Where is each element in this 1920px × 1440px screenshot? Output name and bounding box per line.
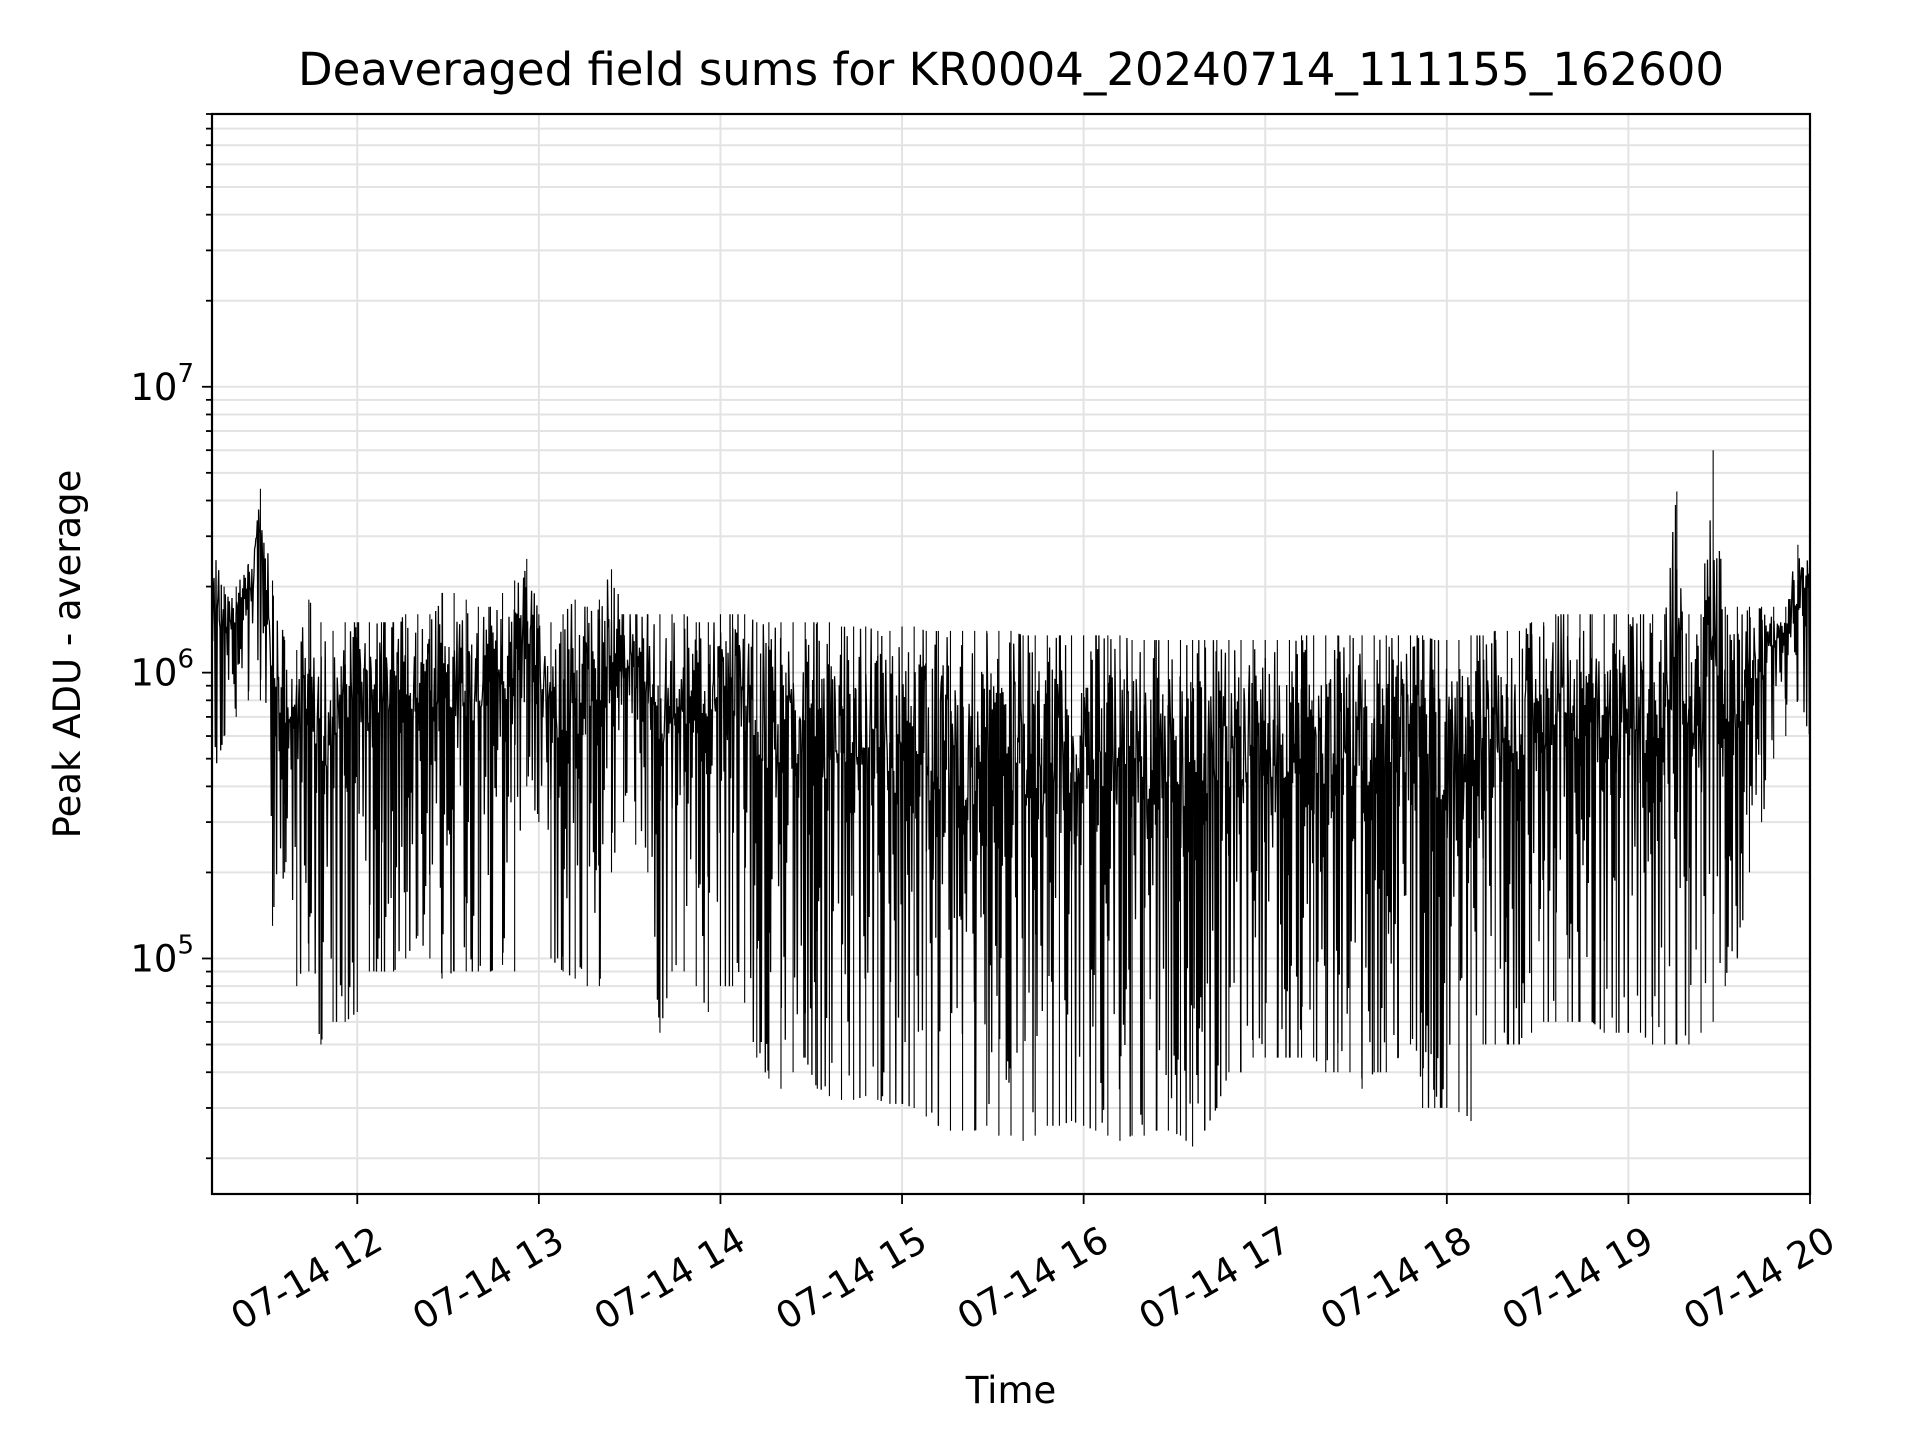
x-axis-label: Time xyxy=(965,1369,1057,1412)
y-tick-label: 107 xyxy=(130,359,194,409)
data-layer xyxy=(211,450,1811,1147)
plot-frame xyxy=(210,112,1812,1196)
y-axis-label: Peak ADU - average xyxy=(46,470,89,839)
chart-title: Deaveraged field sums for KR0004_2024071… xyxy=(298,43,1724,96)
y-tick-label: 105 xyxy=(130,930,194,980)
y-tick-label: 106 xyxy=(130,645,194,695)
